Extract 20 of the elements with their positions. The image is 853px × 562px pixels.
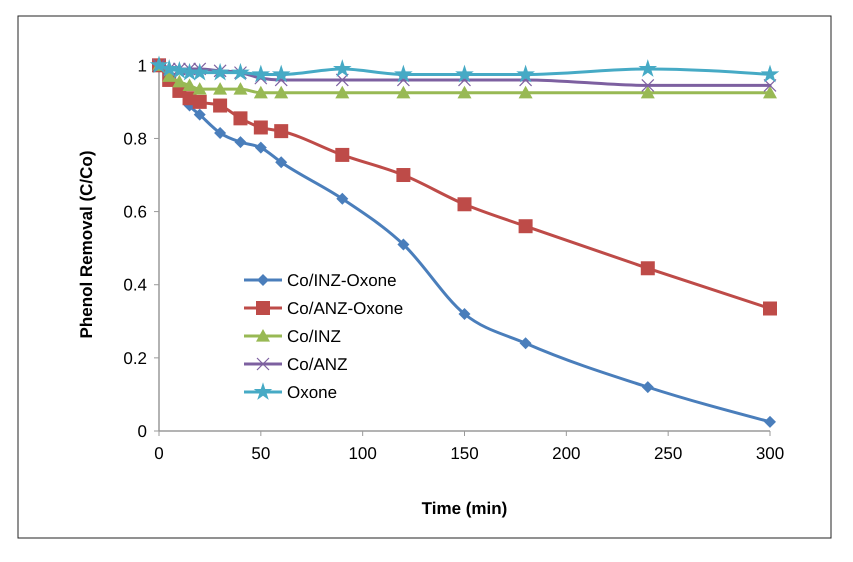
- legend-label: Co/INZ-Oxone: [287, 270, 397, 290]
- x-tick-label: 250: [654, 444, 682, 463]
- x-tick-label: 200: [552, 444, 581, 463]
- y-tick-label: 0.8: [123, 129, 147, 148]
- legend-label: Oxone: [287, 382, 338, 402]
- y-tick-label: 1: [138, 56, 147, 76]
- y-tick-label: 0.4: [123, 276, 147, 295]
- legend-label: Co/ANZ: [287, 354, 348, 374]
- y-axis-title: Phenol Removal (C/Co): [77, 150, 96, 338]
- x-tick-label: 0: [154, 444, 164, 463]
- y-tick-label: 0.6: [123, 202, 147, 222]
- x-tick-label: 300: [756, 444, 784, 463]
- x-tick-label: 150: [450, 444, 479, 463]
- y-tick-label: 0: [138, 422, 147, 441]
- legend-label: Co/ANZ-Oxone: [287, 298, 404, 318]
- y-tick-label: 0.2: [123, 348, 147, 368]
- x-tick-label: 50: [251, 444, 270, 463]
- x-axis-title: Time (min): [422, 499, 508, 518]
- legend-label: Co/INZ: [287, 326, 341, 346]
- x-tick-label: 100: [348, 444, 377, 463]
